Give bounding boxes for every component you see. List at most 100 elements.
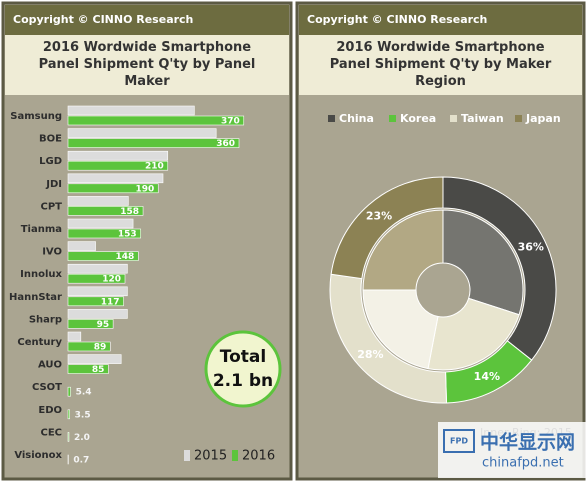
legend-swatch (328, 115, 335, 122)
data-label: 148 (116, 252, 135, 262)
legend-label: 2015 (194, 449, 227, 464)
right-title-bg (299, 35, 582, 95)
y-tick-label: JDI (45, 179, 62, 190)
data-label: 120 (102, 275, 121, 285)
bar (67, 206, 144, 216)
data-label: 23% (366, 209, 392, 222)
y-tick-label: BOE (39, 134, 62, 145)
left-header (5, 5, 289, 35)
y-tick-label: CEC (40, 427, 62, 438)
bar (67, 309, 128, 319)
data-label: 117 (101, 297, 120, 307)
bar (67, 319, 114, 329)
data-label: 36% (518, 241, 544, 254)
chart-title: 2016 Wordwide Smartphone Panel Shipment … (38, 39, 256, 89)
legend-swatch (184, 450, 190, 461)
y-tick-label: IVO (42, 247, 62, 258)
data-label: 190 (135, 184, 154, 194)
y-tick-label: Visionox (14, 450, 62, 461)
bar (67, 173, 164, 184)
watermark-bg (438, 422, 586, 478)
data-label: 89 (94, 343, 107, 353)
donut-segment (362, 209, 444, 291)
annotation: Total (220, 347, 266, 367)
data-label: 370 (221, 117, 240, 127)
bar (67, 241, 96, 251)
bar (67, 386, 71, 397)
left-title-bg (5, 35, 289, 95)
annotation: 2.1 bn (213, 371, 273, 391)
legend-label: Korea (400, 112, 436, 125)
bar (67, 150, 169, 161)
bar (67, 296, 124, 307)
legend-swatch (389, 115, 396, 122)
watermark-icon (443, 429, 475, 453)
bar (67, 409, 70, 420)
bar (67, 183, 159, 194)
source: Copyright © CINNO Research (307, 13, 488, 26)
legend-label: China (339, 112, 374, 125)
y-tick-label: CPT (41, 201, 63, 212)
data-label: 28% (357, 348, 383, 361)
y-tick-label: Century (17, 337, 62, 348)
bar (67, 273, 126, 284)
y-tick-label: Sharp (29, 314, 62, 325)
y-tick-label: EDO (38, 405, 62, 416)
y-tick-label: Tianma (21, 224, 62, 235)
donut-chart: 36%14%28%23%ChinaKoreaTaiwanJapanInner R… (328, 112, 572, 439)
bar (67, 286, 128, 297)
data-label: 95 (97, 320, 110, 330)
bar (67, 105, 195, 116)
donut-segment (362, 289, 439, 370)
y-tick-label: Samsung (10, 111, 62, 122)
data-label: 360 (216, 139, 235, 149)
donut-segment (442, 209, 524, 316)
bar (67, 354, 122, 364)
bar-chart: Samsung 370 BOE 360 LGD 210 JDI 190 CPT 158 Tianma… (9, 105, 282, 466)
bar (67, 331, 82, 342)
legend-label: Japan (525, 112, 561, 125)
legend-swatch (450, 115, 457, 122)
y-tick-label: CSOT (32, 382, 62, 393)
chart-title: 2016 Wordwide Smartphone Panel Shipment … (329, 39, 552, 89)
legend-swatch (515, 115, 522, 122)
bar (67, 251, 139, 261)
annotation-circle (204, 330, 282, 408)
data-label: 85 (92, 365, 105, 375)
donut-segment (330, 176, 444, 280)
watermark-logo: FPD (450, 437, 468, 446)
legend-swatch (232, 450, 238, 461)
right-header (299, 5, 582, 35)
source: Copyright © CINNO Research (13, 13, 194, 26)
y-tick-label: LGD (39, 156, 62, 167)
watermark-site: chinafpd.net (482, 456, 564, 471)
data-label: 2.0 (74, 433, 90, 443)
data-label: 158 (120, 207, 139, 217)
y-tick-label: HannStar (9, 292, 62, 303)
data-label: 210 (145, 162, 164, 172)
bar (67, 196, 129, 206)
bar (67, 115, 245, 126)
bar (67, 218, 134, 229)
y-tick-label: Innolux (20, 269, 62, 280)
bar (67, 128, 217, 138)
legend-label: 2016 (242, 449, 275, 464)
bar (67, 432, 70, 442)
bar (67, 263, 128, 274)
bar (67, 138, 240, 148)
y-tick-label: AUO (38, 360, 62, 371)
bar (67, 364, 109, 374)
data-label: 14% (474, 370, 500, 383)
data-label: 0.7 (73, 456, 89, 466)
donut-segment (427, 297, 520, 371)
data-label: 5.4 (76, 388, 92, 398)
legend-label: Taiwan (461, 112, 504, 125)
bar (67, 228, 141, 239)
donut-hole (417, 264, 469, 316)
data-label: 153 (118, 230, 137, 240)
watermark-name: 中华显示网 (480, 431, 575, 454)
bar (67, 341, 111, 352)
data-label: 3.5 (75, 410, 91, 420)
